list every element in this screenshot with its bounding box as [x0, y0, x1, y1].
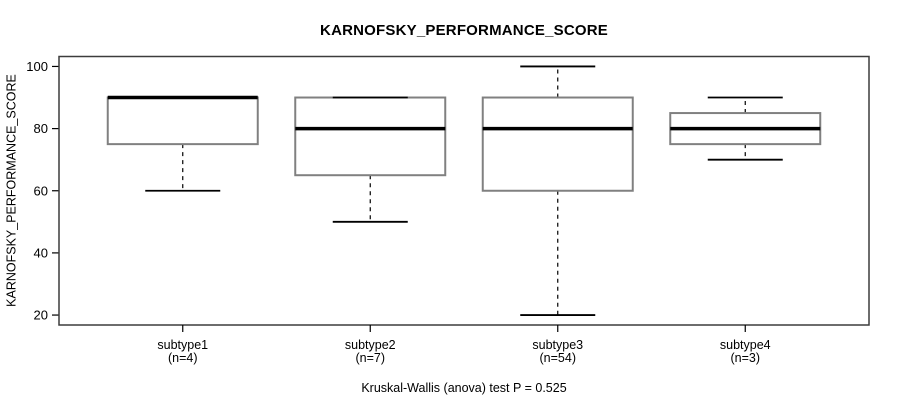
y-axis-tick-label: 60 [34, 183, 48, 198]
x-category-count-label: (n=3) [730, 351, 760, 365]
y-axis-tick-label: 40 [34, 245, 48, 260]
y-axis-tick-label: 100 [26, 59, 48, 74]
x-category-label: subtype4 [720, 338, 771, 352]
x-category-count-label: (n=54) [540, 351, 576, 365]
y-axis-tick-label: 80 [34, 121, 48, 136]
iqr-box-subtype1 [106, 96, 259, 146]
iqr-box-subtype2 [294, 96, 447, 177]
iqr-box-subtype3 [481, 96, 634, 192]
x-category-count-label: (n=4) [168, 351, 198, 365]
chart-title: KARNOFSKY_PERFORMANCE_SCORE [320, 22, 608, 39]
x-category-label: subtype3 [532, 338, 583, 352]
statistical-test-footnote: Kruskal-Wallis (anova) test P = 0.525 [361, 381, 567, 395]
x-category-count-label: (n=7) [355, 351, 385, 365]
x-category-label: subtype2 [345, 338, 396, 352]
plot-frame [58, 55, 870, 326]
x-category-label: subtype1 [157, 338, 208, 352]
y-axis-tick-label: 20 [34, 308, 48, 323]
